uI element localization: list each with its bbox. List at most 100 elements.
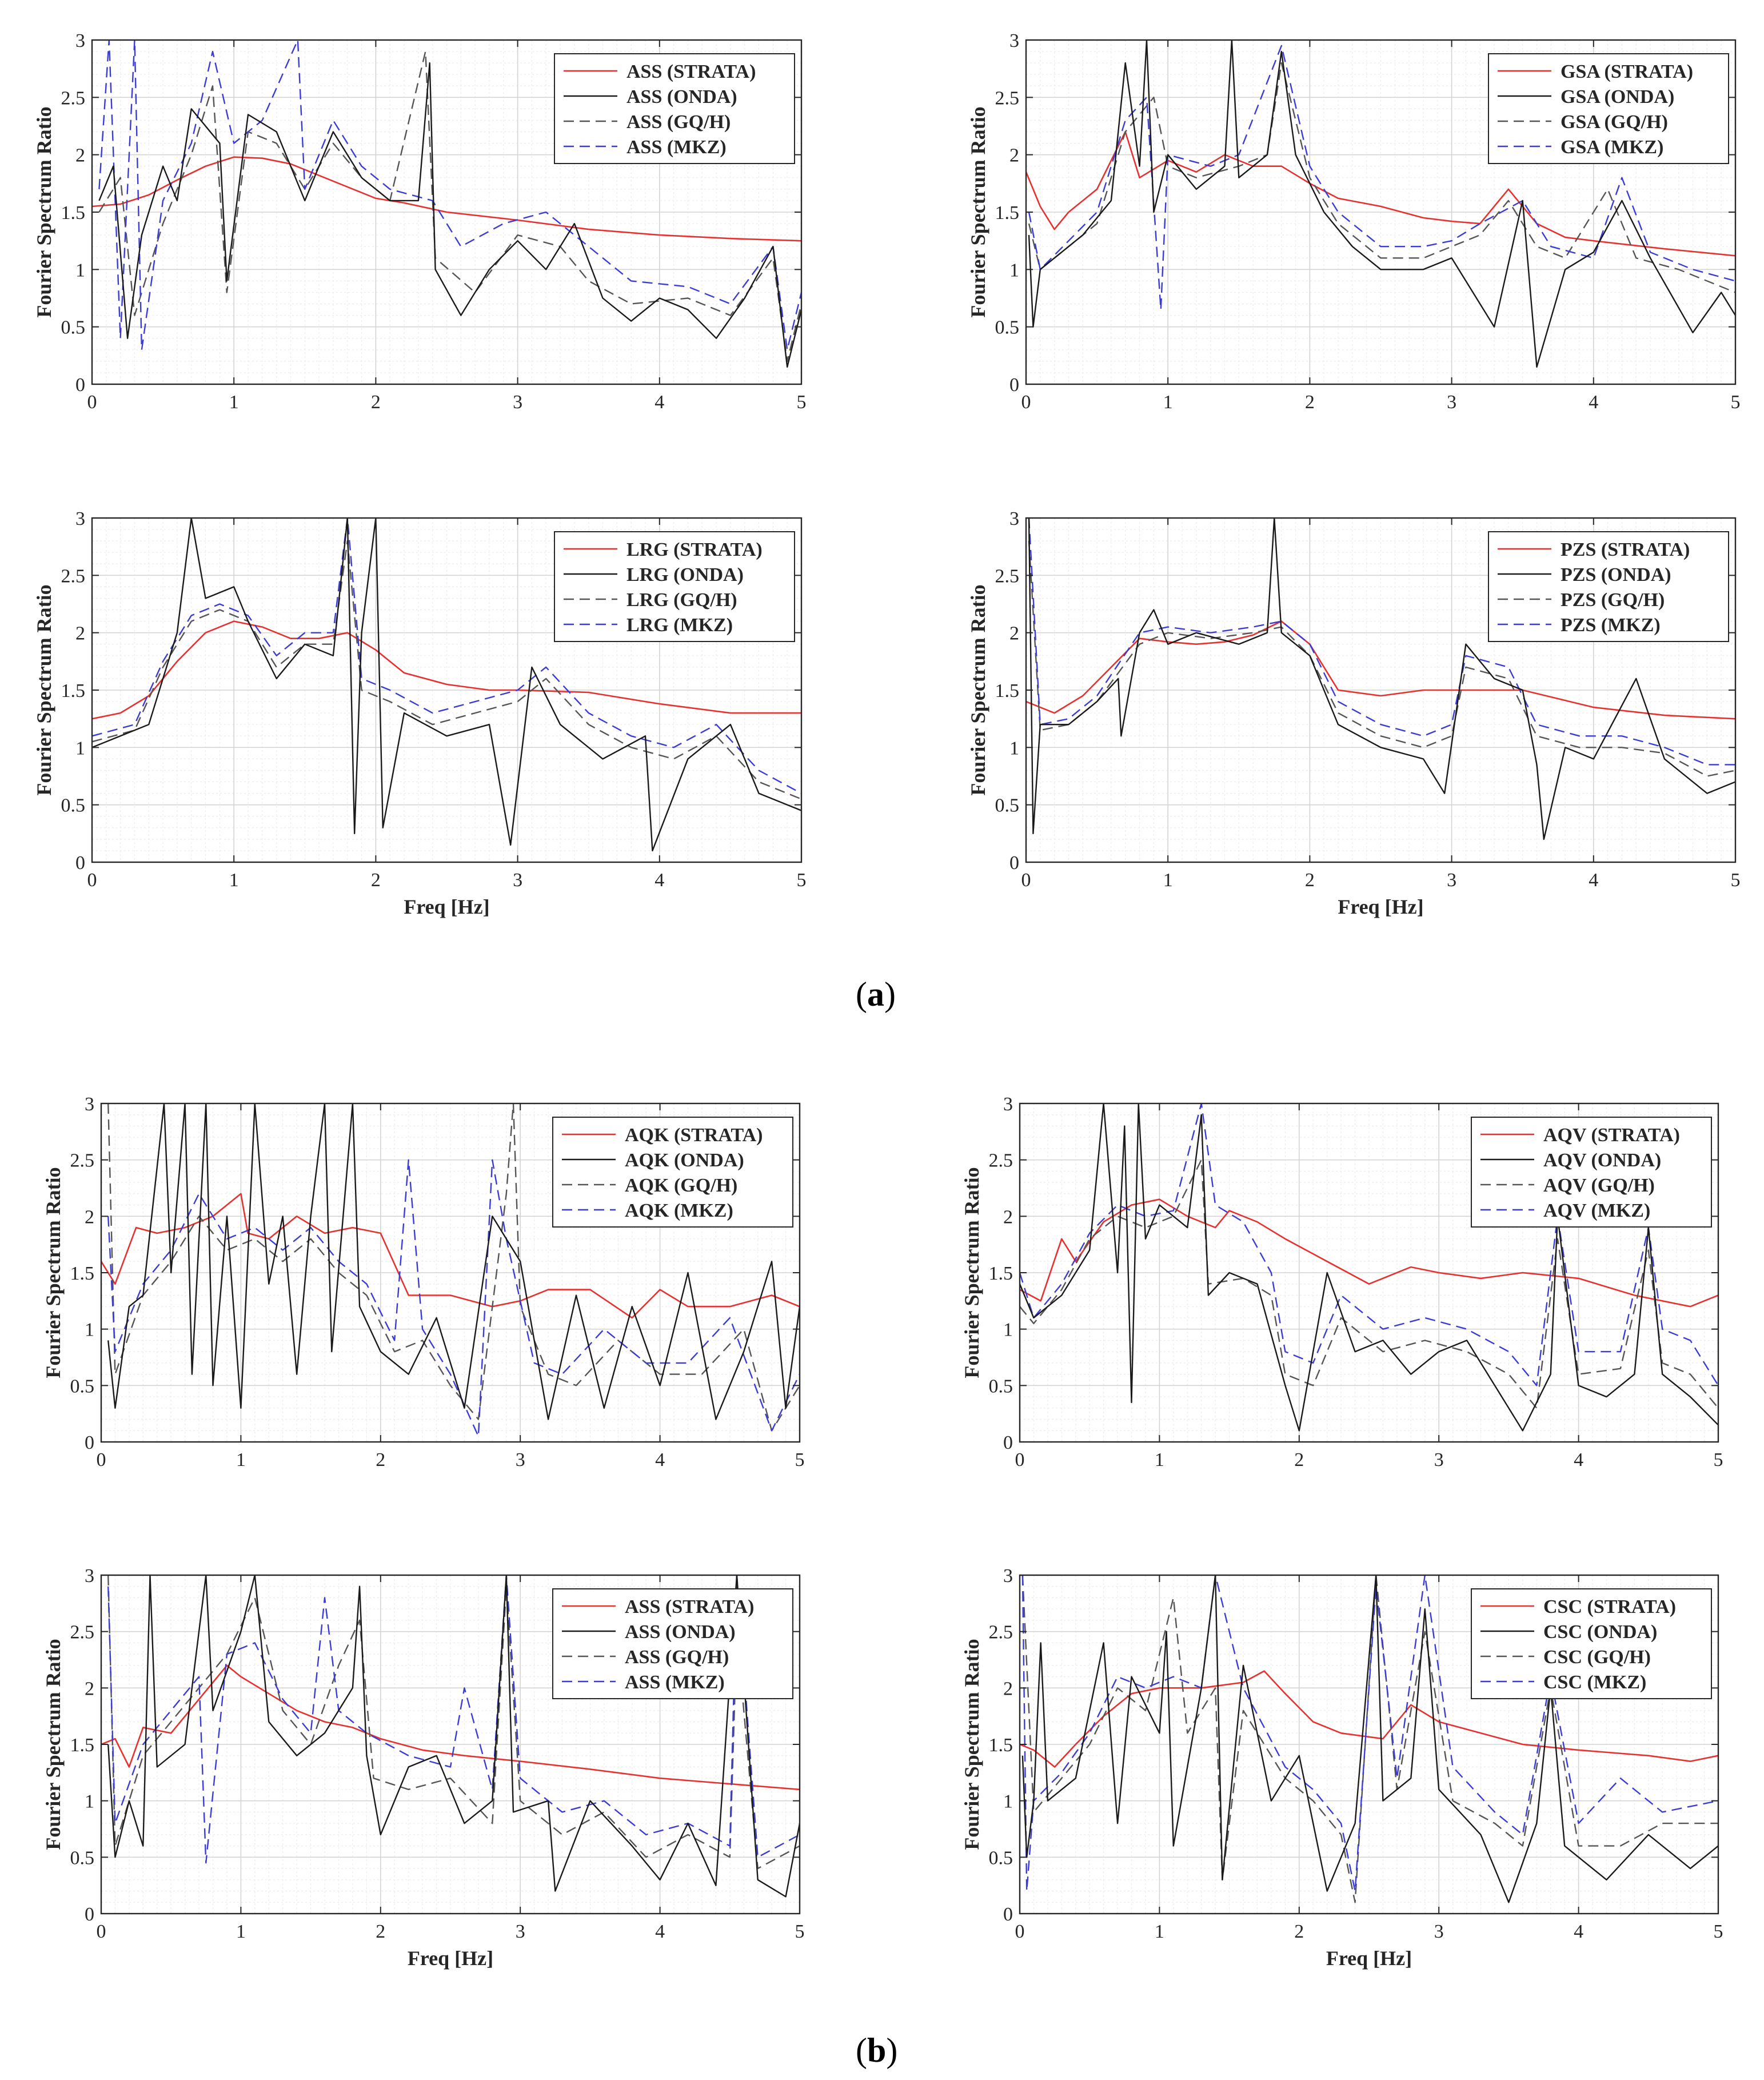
y-tick-label: 3 — [85, 1094, 94, 1115]
y-tick-label: 2.5 — [995, 565, 1020, 587]
y-tick-label: 2 — [85, 1678, 94, 1699]
y-tick-label: 3 — [85, 1565, 94, 1587]
x-tick-label: 4 — [1574, 1921, 1583, 1942]
legend-entry-mkz: CSC (MKZ) — [1543, 1672, 1646, 1693]
y-tick-label: 1.5 — [995, 202, 1020, 224]
y-tick-label: 0 — [1003, 1904, 1013, 1925]
legend-entry-mkz: AQK (MKZ) — [625, 1200, 733, 1221]
x-tick-label: 1 — [1155, 1449, 1164, 1471]
y-tick-label: 1 — [85, 1791, 94, 1812]
y-tick-label: 2 — [1009, 623, 1019, 644]
x-tick-label: 1 — [1163, 870, 1173, 891]
legend-entry-strata: ASS (STRATA) — [625, 1596, 754, 1617]
y-tick-label: 0.5 — [70, 1847, 95, 1868]
y-tick-label: 0.5 — [989, 1376, 1013, 1397]
x-tick-label: 1 — [229, 392, 239, 413]
panel-b-close: ) — [886, 2031, 898, 2069]
chart-lrg: 0 1 2 3 4 5 0 0.5 1 1.5 2 2.5 3 Fourier Spectrum Rati… — [33, 508, 807, 918]
x-tick-label: 0 — [1021, 392, 1031, 413]
y-tick-label: 0 — [85, 1432, 94, 1453]
y-tick-label: 3 — [1003, 1094, 1013, 1115]
y-tick-label: 3 — [1009, 30, 1019, 51]
legend-entry-strata: AQV (STRATA) — [1543, 1125, 1680, 1146]
x-tick-label: 3 — [516, 1921, 525, 1942]
y-tick-label: 3 — [1009, 508, 1019, 529]
panel-a-letter: a — [867, 975, 884, 1013]
series-line-strata — [1026, 131, 1735, 257]
y-tick-label: 1.5 — [989, 1735, 1013, 1756]
y-axis-label: Fourier Spectrum Ratio — [42, 1639, 65, 1850]
x-tick-label: 3 — [513, 870, 522, 891]
y-tick-label: 1 — [1003, 1791, 1013, 1812]
y-tick-label: 2.5 — [61, 87, 86, 109]
x-tick-label: 4 — [1589, 870, 1598, 891]
x-tick-label: 4 — [1574, 1449, 1583, 1471]
y-tick-label: 3 — [75, 508, 85, 529]
legend-entry-onda: AQK (ONDA) — [625, 1150, 744, 1171]
legend-entry-gqh: AQV (GQ/H) — [1543, 1175, 1655, 1196]
legend-entry-strata: AQK (STRATA) — [625, 1125, 763, 1146]
y-tick-label: 2 — [85, 1206, 94, 1228]
x-tick-label: 2 — [376, 1921, 385, 1942]
y-tick-label: 1.5 — [61, 680, 86, 702]
y-tick-label: 1 — [1009, 738, 1019, 759]
legend-entry-gqh: CSC (GQ/H) — [1543, 1647, 1651, 1668]
legend-entry-onda: GSA (ONDA) — [1561, 86, 1674, 107]
series-line-mkz — [92, 518, 801, 794]
x-tick-label: 4 — [655, 1921, 665, 1942]
y-axis-label: Fourier Spectrum Ratio — [42, 1167, 65, 1378]
legend-entry-onda: ASS (ONDA) — [626, 86, 737, 107]
x-tick-label: 0 — [87, 870, 97, 891]
legend-entry-strata: ASS (STRATA) — [626, 61, 756, 82]
y-tick-label: 2.5 — [61, 565, 86, 587]
legend-box — [1488, 53, 1729, 164]
y-tick-label: 2 — [75, 623, 85, 644]
x-axis-label: Freq [Hz] — [404, 895, 489, 918]
x-tick-label: 3 — [516, 1449, 525, 1471]
series-line-gqh — [1020, 1159, 1718, 1409]
legend-entry-mkz: AQV (MKZ) — [1543, 1200, 1650, 1221]
series-line-gqh — [1028, 62, 1735, 293]
y-tick-label: 1 — [1009, 260, 1019, 281]
x-tick-label: 5 — [1714, 1921, 1723, 1942]
y-tick-label: 1 — [1003, 1320, 1013, 1341]
legend-box — [552, 1117, 793, 1228]
series-line-mkz — [107, 1575, 800, 1864]
y-tick-label: 2 — [1003, 1206, 1013, 1228]
y-tick-label: 1.5 — [70, 1263, 95, 1284]
x-axis-label: Freq [Hz] — [408, 1947, 493, 1970]
y-axis-label: Fourier Spectrum Ratio — [967, 106, 989, 317]
x-tick-label: 5 — [1731, 870, 1741, 891]
y-tick-label: 1.5 — [989, 1263, 1013, 1284]
legend-entry-onda: ASS (ONDA) — [625, 1621, 736, 1643]
x-tick-label: 2 — [371, 392, 381, 413]
y-tick-label: 1.5 — [61, 202, 86, 224]
legend-entry-mkz: LRG (MKZ) — [626, 615, 733, 636]
y-tick-label: 0.5 — [61, 317, 86, 338]
x-tick-label: 5 — [795, 1921, 805, 1942]
y-tick-label: 0 — [75, 852, 85, 874]
y-tick-label: 2.5 — [989, 1622, 1013, 1643]
x-tick-label: 2 — [1305, 870, 1315, 891]
x-tick-label: 5 — [795, 1449, 805, 1471]
chart-ass_b: 0 1 2 3 4 5 0 0.5 1 1.5 2 2.5 3 Fourier Spectrum Rati… — [42, 1565, 805, 1970]
x-tick-label: 2 — [1294, 1449, 1304, 1471]
legend-entry-mkz: GSA (MKZ) — [1561, 137, 1663, 158]
series-line-strata — [1020, 1670, 1718, 1768]
chart-aqk: 0 1 2 3 4 5 0 0.5 1 1.5 2 2.5 3 Fourier Spectrum Rati… — [42, 1094, 805, 1471]
y-tick-label: 3 — [75, 30, 85, 51]
chart-ass_a: 0 1 2 3 4 5 0 0.5 1 1.5 2 2.5 3 Fourier Spectrum Rati… — [33, 30, 807, 413]
series-line-onda — [92, 518, 801, 852]
y-axis-label: Fourier Spectrum Ratio — [960, 1167, 983, 1378]
y-tick-label: 2.5 — [70, 1150, 95, 1172]
legend-entry-strata: LRG (STRATA) — [626, 539, 763, 560]
legend-entry-gqh: GSA (GQ/H) — [1561, 111, 1668, 133]
x-tick-label: 3 — [1447, 392, 1456, 413]
x-tick-label: 3 — [1447, 870, 1456, 891]
panel-a-close: ) — [884, 975, 896, 1013]
x-tick-label: 0 — [87, 392, 97, 413]
legend-entry-strata: GSA (STRATA) — [1561, 61, 1693, 82]
legend-entry-strata: PZS (STRATA) — [1561, 539, 1690, 560]
x-tick-label: 0 — [1021, 870, 1031, 891]
